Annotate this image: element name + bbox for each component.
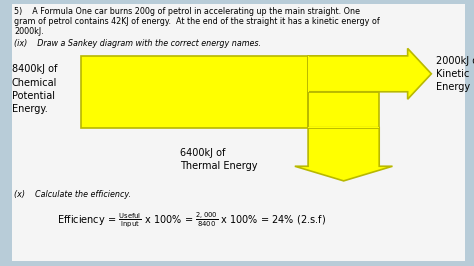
Polygon shape bbox=[308, 48, 431, 99]
Text: (x)    Calculate the efficiency.: (x) Calculate the efficiency. bbox=[14, 190, 131, 199]
Text: 6400kJ of
Thermal Energy: 6400kJ of Thermal Energy bbox=[180, 148, 258, 171]
Polygon shape bbox=[308, 127, 379, 128]
Polygon shape bbox=[308, 92, 379, 128]
Polygon shape bbox=[81, 56, 308, 128]
Text: Efficiency = $\mathregular{\frac{Useful}{Input}}$ x 100% = $\mathregular{\frac{2: Efficiency = $\mathregular{\frac{Useful}… bbox=[57, 210, 326, 230]
Text: 5)    A Formula One car burns 200g of petrol in accelerating up the main straigh: 5) A Formula One car burns 200g of petro… bbox=[14, 7, 380, 36]
Text: (ix)    Draw a Sankey diagram with the correct energy names.: (ix) Draw a Sankey diagram with the corr… bbox=[14, 39, 261, 48]
Polygon shape bbox=[295, 128, 392, 181]
Text: 2000kJ of
Kinetic
Energy: 2000kJ of Kinetic Energy bbox=[436, 56, 474, 92]
Polygon shape bbox=[308, 56, 309, 92]
Text: 8400kJ of
Chemical
Potential
Energy.: 8400kJ of Chemical Potential Energy. bbox=[12, 64, 57, 114]
